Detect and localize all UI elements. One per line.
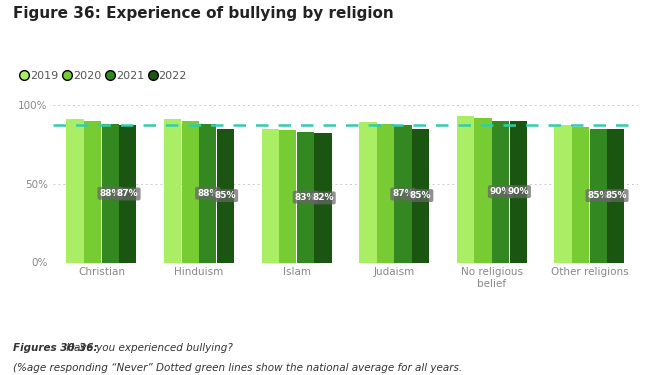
Bar [572,127,590,262]
Bar [555,126,572,262]
Bar [492,121,509,262]
Text: 85%: 85% [605,191,626,200]
Text: Figures 30-36:: Figures 30-36: [13,343,98,353]
Text: 88%: 88% [99,189,121,198]
Text: 85%: 85% [215,191,236,200]
Text: 85%: 85% [588,191,609,200]
Text: Have you experienced bullying?: Have you experienced bullying? [63,343,233,353]
Bar [509,121,527,262]
Bar [216,129,234,262]
Bar [590,129,607,262]
Text: 87%: 87% [392,189,414,198]
Text: 85%: 85% [410,191,432,200]
Legend: 2019, 2020, 2021, 2022: 2019, 2020, 2021, 2022 [17,66,191,86]
Text: 90%: 90% [507,187,529,196]
Bar [457,116,474,262]
Bar [394,126,412,262]
Bar [84,121,101,262]
Text: 82%: 82% [313,194,334,202]
Bar [182,121,199,262]
Bar [199,124,216,262]
Bar [474,118,492,262]
Bar [262,129,279,262]
Bar [119,126,136,262]
Bar [279,130,297,262]
Text: Figure 36: Experience of bullying by religion: Figure 36: Experience of bullying by rel… [13,6,394,21]
Bar [66,119,84,262]
Text: 88%: 88% [197,189,218,198]
Bar [315,134,332,262]
Text: 83%: 83% [295,193,316,202]
Text: (%age responding “Never” Dotted green lines show the national average for all ye: (%age responding “Never” Dotted green li… [13,363,463,373]
Bar [164,119,182,262]
Bar [297,132,314,262]
Bar [412,129,429,262]
Bar [607,129,624,262]
Bar [377,124,394,262]
Text: 90%: 90% [490,187,511,196]
Text: 87%: 87% [117,189,139,198]
Bar [359,122,376,262]
Bar [101,124,119,262]
